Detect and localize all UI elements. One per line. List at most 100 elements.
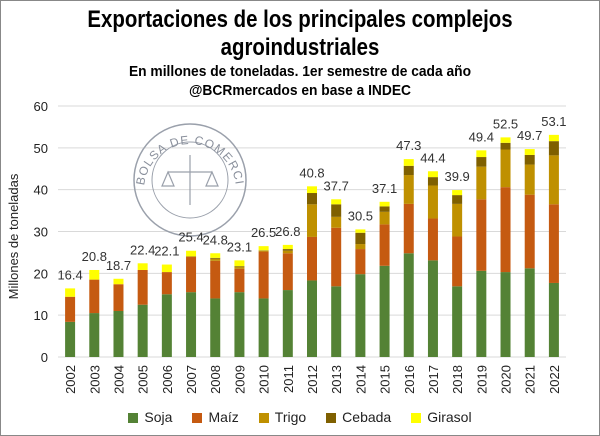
bar-segment-soja-2015 [379, 265, 390, 357]
x-tick-label: 2017 [426, 365, 441, 394]
bar-segment-maiz-2013 [331, 227, 342, 287]
bar-segment-cebada-2012 [307, 193, 317, 205]
data-label-total-2019: 49.4 [469, 129, 494, 144]
bar-segment-maiz-2011 [282, 253, 293, 291]
bar-segment-soja-2013 [331, 286, 342, 357]
legend-swatch [326, 413, 337, 423]
watermark-seal-inner [151, 141, 229, 219]
bar-segment-maiz-2020 [500, 187, 511, 273]
bar-segment-soja-2005 [137, 304, 148, 357]
data-label-total-2006: 22.1 [154, 244, 179, 259]
data-label-total-2014: 30.5 [348, 208, 373, 223]
bar-segment-cebada-2009 [234, 266, 245, 268]
bar-segment-girasol-2006 [161, 264, 172, 273]
data-label-total-2009: 23.1 [227, 239, 252, 254]
bar-segment-trigo-2011 [282, 250, 293, 254]
bar-segment-soja-2012 [307, 280, 317, 357]
y-tick-label: 10 [34, 308, 48, 323]
x-tick-label: 2002 [63, 365, 78, 394]
chart-legend: Soja Maíz Trigo Cebada Girasol [0, 409, 600, 425]
data-label-total-2004: 18.7 [106, 258, 131, 273]
data-label-total-2002: 16.4 [57, 267, 82, 282]
bar-segment-soja-2009 [234, 292, 245, 357]
bar-segment-soja-2021 [524, 268, 535, 357]
bar-segment-girasol-2016 [403, 159, 414, 166]
bar-segment-girasol-2004 [113, 278, 124, 285]
bar-segment-cebada-2015 [379, 206, 390, 212]
x-tick-label: 2008 [208, 365, 223, 394]
bar-segment-maiz-2007 [186, 257, 197, 293]
bar-segment-girasol-2015 [379, 201, 390, 207]
legend-label: Trigo [274, 409, 307, 425]
bar-segment-maiz-2010 [258, 251, 269, 299]
legend-item: Soja [128, 409, 172, 425]
bar-segment-soja-2002 [65, 321, 76, 357]
bar-segment-cebada-2016 [403, 165, 414, 176]
bar-segment-maiz-2018 [452, 236, 463, 287]
bar-segment-girasol-2009 [234, 260, 245, 267]
bar-segment-cebada-2013 [331, 204, 342, 217]
chart-source: @BCRmercados en base a INDEC [188, 82, 412, 99]
bar-segment-trigo-2022 [548, 155, 559, 205]
bar-segment-trigo-2015 [379, 211, 390, 225]
bar-segment-maiz-2006 [161, 272, 172, 295]
bar-segment-girasol-2021 [524, 149, 535, 155]
bar-segment-cebada-2017 [427, 177, 438, 186]
bar-segment-maiz-2002 [65, 296, 76, 322]
y-tick-label: 30 [34, 225, 48, 240]
bar-segment-soja-2004 [113, 310, 124, 357]
bar-segment-trigo-2012 [307, 204, 317, 237]
x-tick-label: 2021 [523, 365, 538, 394]
x-tick-label: 2018 [450, 365, 465, 394]
bar-segment-trigo-2007 [186, 256, 197, 258]
bar-segment-soja-2017 [427, 260, 438, 357]
legend-label: Cebada [342, 409, 392, 425]
x-tick-label: 2012 [305, 365, 320, 394]
legend-label: Maíz [208, 409, 239, 425]
bar-segment-trigo-2008 [210, 258, 221, 261]
data-label-total-2012: 40.8 [299, 165, 324, 180]
bar-segment-girasol-2005 [137, 263, 148, 270]
bar-segment-soja-2006 [161, 294, 172, 357]
x-tick-label: 2014 [353, 365, 368, 394]
bar-segment-girasol-2008 [210, 253, 221, 258]
data-label-total-2010: 26.5 [251, 225, 276, 240]
bar-segment-trigo-2019 [476, 166, 487, 200]
bar-segment-maiz-2005 [137, 269, 148, 305]
legend-swatch [192, 413, 203, 423]
data-label-total-2007: 25.4 [178, 230, 203, 245]
chart-title-line-2: agroindustriales [220, 34, 380, 61]
bar-segment-maiz-2008 [210, 260, 221, 299]
data-label-total-2021: 49.7 [517, 128, 542, 143]
data-label-total-2017: 44.4 [420, 150, 445, 165]
x-tick-label: 2020 [499, 365, 514, 394]
legend-item: Trigo [258, 409, 307, 425]
bar-segment-girasol-2019 [476, 150, 487, 158]
x-tick-label: 2007 [184, 365, 199, 394]
bar-segment-soja-2019 [476, 270, 487, 357]
bar-segment-girasol-2017 [427, 171, 438, 178]
bar-segment-girasol-2014 [355, 229, 366, 233]
x-tick-label: 2010 [257, 365, 272, 394]
bar-segment-soja-2007 [186, 292, 197, 357]
bar-segment-cebada-2022 [548, 141, 559, 156]
bar-segment-maiz-2003 [89, 279, 100, 314]
bar-segment-girasol-2010 [258, 246, 269, 251]
y-tick-label: 60 [34, 99, 48, 114]
x-tick-label: 2015 [378, 365, 393, 394]
bar-segment-girasol-2013 [331, 199, 342, 205]
x-tick-label: 2005 [136, 365, 151, 394]
bar-segment-trigo-2018 [452, 203, 463, 237]
legend-swatch [411, 413, 422, 423]
data-label-total-2011: 26.8 [275, 224, 300, 239]
bar-segment-trigo-2014 [355, 244, 366, 250]
x-tick-label: 2022 [547, 365, 562, 394]
bar-segment-cebada-2008 [210, 257, 221, 259]
x-tick-label: 2009 [232, 365, 247, 394]
bar-segment-maiz-2019 [476, 199, 487, 271]
chart-subtitle: En millones de toneladas. 1er semestre d… [128, 63, 472, 80]
bar-segment-maiz-2022 [548, 204, 559, 283]
x-tick-label: 2003 [87, 365, 102, 394]
bar-segment-soja-2018 [452, 286, 463, 357]
